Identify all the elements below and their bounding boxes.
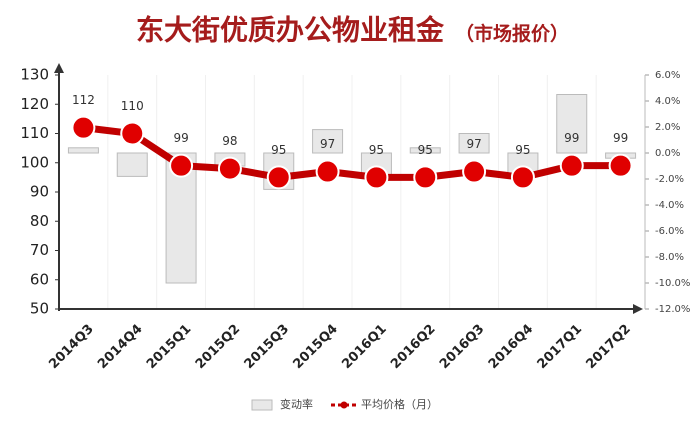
- data-label: 95: [369, 143, 384, 157]
- data-label: 99: [173, 131, 188, 145]
- data-label: 95: [418, 143, 433, 157]
- point: [559, 153, 584, 178]
- legend-label: 变动率: [280, 397, 313, 411]
- data-label: 97: [466, 137, 481, 151]
- y-tick-label: 110: [20, 124, 49, 142]
- data-label: 112: [72, 93, 95, 107]
- y-tick-label: 120: [20, 95, 49, 113]
- data-label: 95: [271, 143, 286, 157]
- point: [413, 165, 438, 190]
- chart-subtitle: （市场报价）: [455, 22, 569, 45]
- y2-tick-label: -10.0%: [655, 278, 690, 289]
- point: [608, 153, 633, 178]
- bar: [116, 152, 148, 177]
- y-tick-label: 50: [30, 300, 49, 318]
- point: [120, 121, 145, 146]
- bar: [67, 147, 99, 154]
- y2-tick-label: 4.0%: [655, 96, 680, 107]
- data-label: 98: [222, 134, 237, 148]
- point: [510, 165, 535, 190]
- x-axis-arrow: [633, 304, 643, 314]
- y2-tick-label: -2.0%: [655, 174, 684, 185]
- point: [266, 165, 291, 190]
- y-tick-label: 80: [30, 212, 49, 230]
- data-label: 97: [320, 137, 335, 151]
- y2-tick-label: 6.0%: [655, 70, 680, 81]
- y-axis-arrow: [54, 63, 64, 73]
- y2-tick-label: 0.0%: [655, 148, 680, 159]
- y-tick-label: 60: [30, 270, 49, 288]
- y2-tick-label: -4.0%: [655, 200, 684, 211]
- point: [217, 156, 242, 181]
- y-tick-label: 100: [20, 153, 49, 171]
- point: [462, 159, 487, 184]
- bar: [409, 147, 441, 154]
- point: [364, 165, 389, 190]
- chart-title: 东大街优质办公物业租金: [136, 14, 445, 47]
- bar: [312, 129, 344, 154]
- y2-tick-label: -6.0%: [655, 226, 684, 237]
- y-tick-label: 130: [20, 66, 49, 84]
- data-label: 95: [515, 143, 530, 157]
- y2-tick-label: -12.0%: [655, 304, 690, 315]
- point: [169, 153, 194, 178]
- legend-marker: [340, 401, 348, 409]
- data-label: 99: [564, 131, 579, 145]
- legend-swatch: [251, 399, 273, 411]
- legend-label: 平均价格（月）: [361, 397, 438, 411]
- y-tick-label: 90: [30, 183, 49, 201]
- point: [71, 115, 96, 140]
- point: [315, 159, 340, 184]
- bar: [458, 133, 490, 154]
- bar: [556, 94, 588, 154]
- y2-tick-label: 2.0%: [655, 122, 680, 133]
- data-label: 110: [121, 99, 144, 113]
- y2-tick-label: -8.0%: [655, 252, 684, 263]
- data-label: 99: [613, 131, 628, 145]
- y-tick-label: 70: [30, 241, 49, 259]
